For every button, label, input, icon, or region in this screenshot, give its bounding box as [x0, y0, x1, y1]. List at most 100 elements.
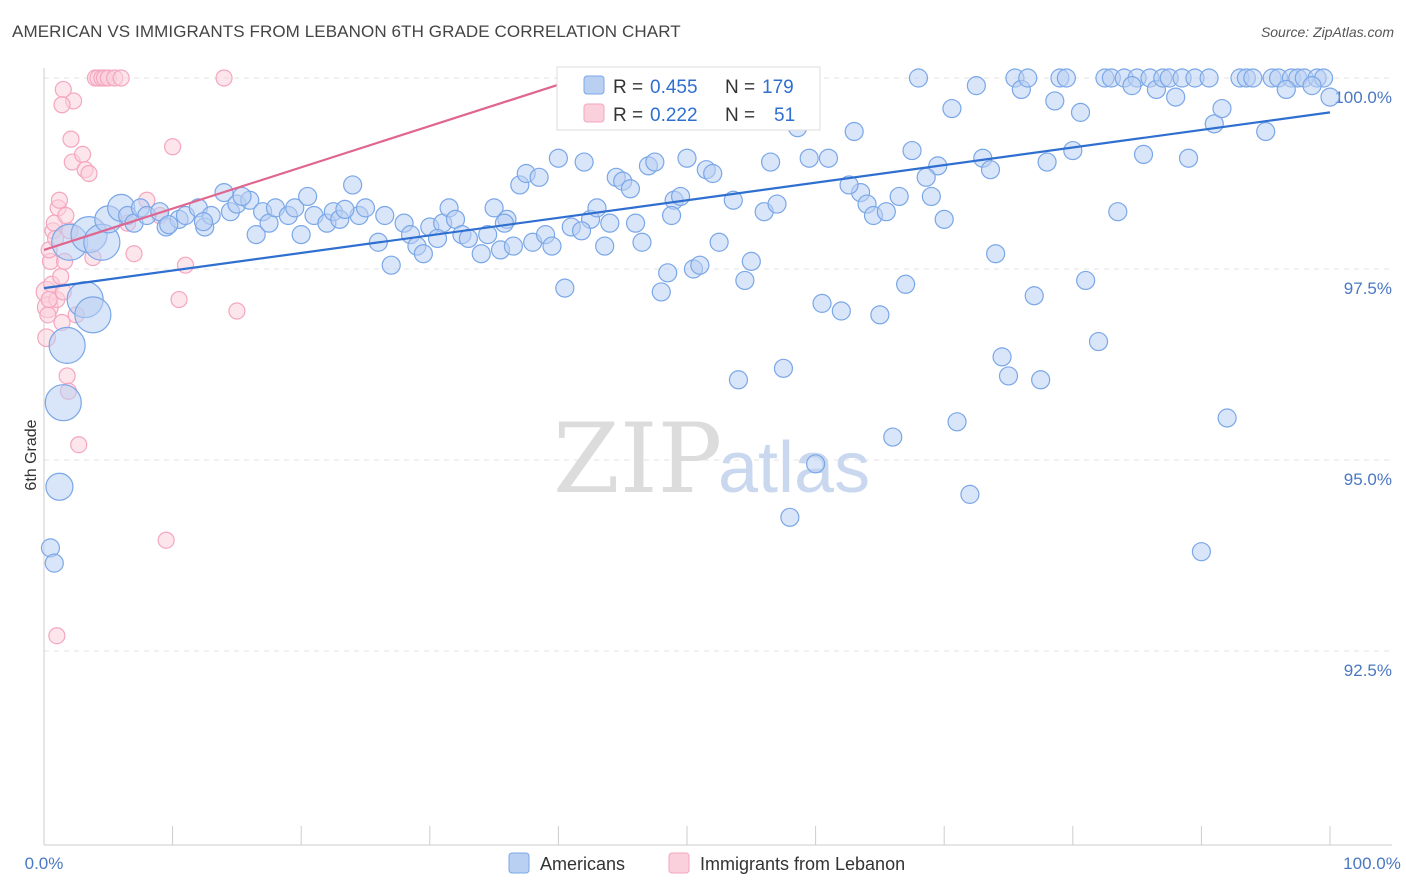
point-americans [427, 228, 448, 249]
point-lebanon [112, 69, 130, 87]
point-americans [595, 236, 615, 256]
point-americans [728, 370, 749, 390]
point-americans [355, 198, 376, 218]
x-tick-label-min: 0.0% [25, 854, 64, 873]
point-americans [966, 76, 986, 96]
stats-n-label-americans: N = [725, 77, 755, 98]
point-americans [709, 232, 729, 252]
y-axis-title: 6th Grade [23, 419, 40, 490]
y-tick-label: 95.0% [1344, 470, 1392, 489]
stats-legend: R = 0.455 N = 179 R = 0.222 N = 51 [556, 66, 821, 131]
point-americans [484, 198, 504, 218]
point-americans [381, 255, 401, 275]
point-americans [574, 152, 594, 172]
point-americans [291, 225, 311, 245]
trend-line-lebanon [43, 75, 585, 251]
point-americans [494, 213, 514, 233]
point-americans [1088, 331, 1109, 352]
point-americans [45, 472, 74, 501]
stats-n-value-americans: 179 [762, 77, 794, 98]
source-label: Source: ZipAtlas.com [1260, 24, 1394, 40]
point-americans [1070, 102, 1091, 122]
point-lebanon [228, 302, 246, 320]
axes [43, 68, 1392, 846]
point-americans [44, 384, 82, 422]
point-americans [1063, 140, 1083, 161]
point-americans [980, 160, 1001, 180]
point-americans [651, 282, 671, 302]
point-americans [947, 412, 967, 432]
point-americans [1031, 370, 1051, 390]
point-lebanon [53, 96, 71, 114]
point-lebanon [157, 531, 175, 549]
point-americans [942, 98, 962, 119]
point-americans [1212, 98, 1232, 119]
point-americans [870, 305, 890, 325]
point-americans [1133, 144, 1154, 164]
x-tick-label-max: 100.0% [1343, 854, 1401, 873]
point-americans [1024, 286, 1044, 306]
point-americans [703, 163, 723, 184]
point-americans [760, 152, 781, 172]
stats-n-label-lebanon: N = [725, 105, 755, 126]
point-lebanon [176, 256, 195, 274]
point-americans [896, 274, 916, 294]
point-americans [375, 205, 395, 226]
point-americans [992, 347, 1012, 367]
chart-title: AMERICAN VS IMMIGRANTS FROM LEBANON 6TH … [12, 22, 681, 41]
point-americans [458, 228, 478, 249]
point-americans [44, 553, 64, 573]
point-americans [478, 225, 498, 245]
point-americans [1217, 408, 1237, 428]
point-americans [1191, 542, 1212, 562]
point-lebanon [215, 69, 233, 87]
point-americans [555, 278, 575, 298]
point-americans [889, 186, 909, 207]
point-lebanon [62, 130, 80, 148]
point-americans [805, 454, 826, 474]
point-americans [998, 366, 1019, 386]
point-americans [908, 68, 929, 88]
legend-swatch-lebanon [668, 852, 690, 874]
point-americans [620, 179, 641, 199]
point-americans [883, 427, 903, 447]
point-americans [916, 167, 936, 187]
point-lebanon [164, 138, 182, 156]
point-americans [1018, 68, 1038, 88]
point-americans [876, 202, 896, 222]
point-americans [986, 244, 1006, 264]
point-americans [548, 148, 569, 168]
point-americans [529, 167, 549, 187]
point-americans [1045, 91, 1065, 111]
point-lebanon [125, 245, 143, 263]
point-americans [839, 175, 859, 195]
point-americans [1076, 270, 1096, 291]
point-americans [780, 507, 800, 527]
point-americans [767, 194, 787, 214]
point-americans [1178, 148, 1199, 168]
point-lebanon [58, 367, 76, 385]
point-lebanon [73, 145, 92, 163]
point-americans [1108, 202, 1128, 222]
point-americans [658, 263, 678, 283]
point-americans [343, 175, 363, 195]
point-americans [600, 213, 620, 233]
watermark-atlas: atlas [718, 428, 870, 508]
point-lebanon [70, 436, 88, 454]
point-americans [413, 244, 433, 264]
y-tick-labels: 100.0% 97.5% 95.0% 92.5% [1334, 88, 1392, 680]
bottom-legend: Americans Immigrants from Lebanon [508, 852, 905, 874]
x-ticks [43, 826, 1331, 845]
legend-label-lebanon: Immigrants from Lebanon [700, 854, 905, 874]
point-americans [1256, 121, 1276, 142]
point-americans [48, 326, 86, 364]
point-americans [690, 255, 710, 275]
point-americans [1302, 76, 1322, 96]
point-americans [1243, 68, 1263, 88]
point-americans [773, 358, 794, 378]
stats-n-value-lebanon: 51 [774, 105, 795, 126]
point-lebanon [54, 80, 72, 99]
point-lebanon [50, 191, 69, 209]
point-americans [632, 232, 652, 252]
